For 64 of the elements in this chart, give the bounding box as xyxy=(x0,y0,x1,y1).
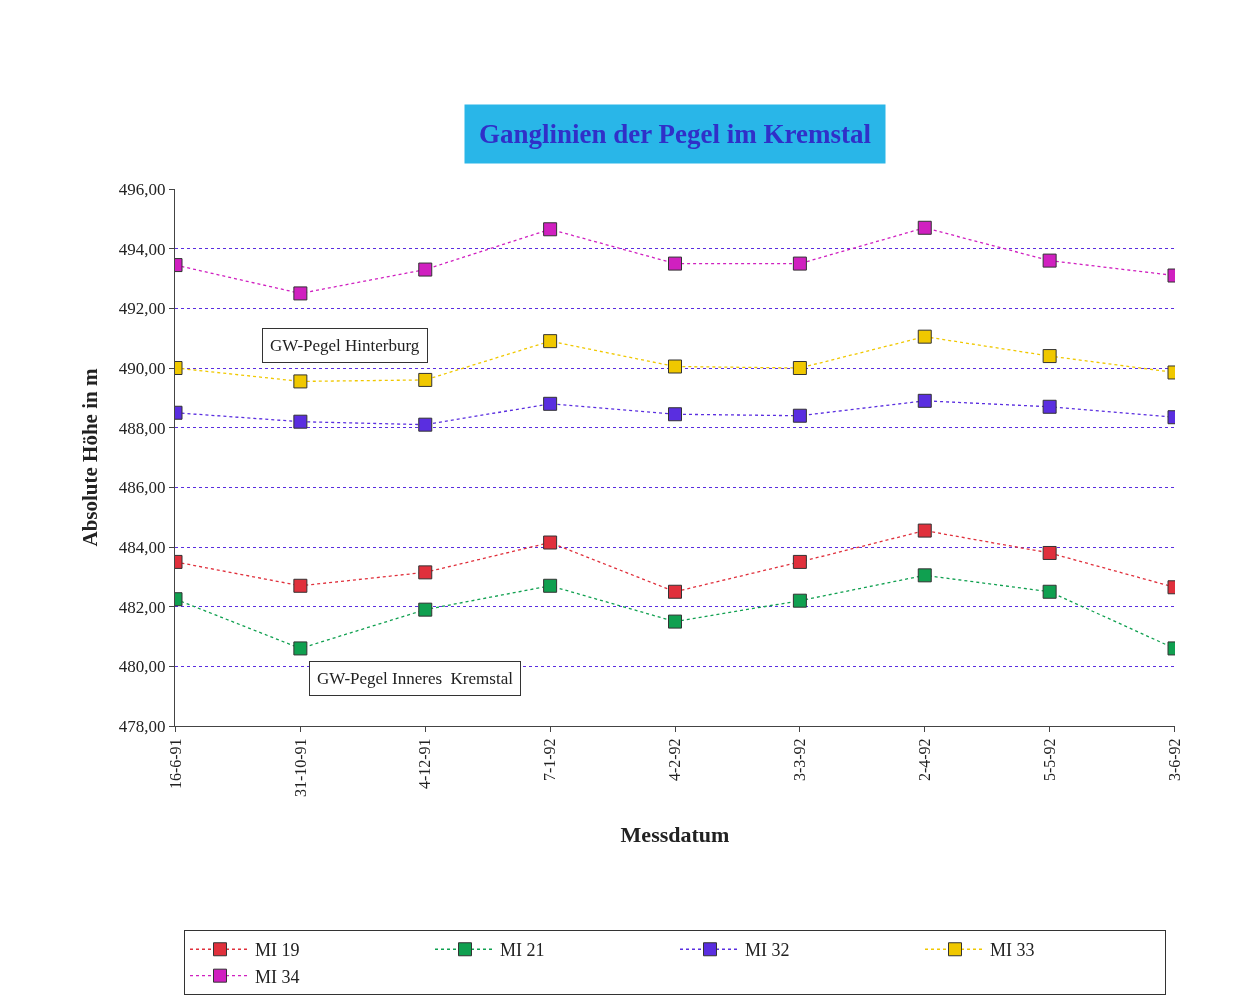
point xyxy=(293,286,308,301)
x-tick-label: 31-10-91 xyxy=(291,738,309,798)
point xyxy=(1042,399,1057,414)
point xyxy=(668,256,682,271)
y-tick-label: 488,00 xyxy=(118,418,166,438)
point xyxy=(917,393,932,408)
annotation: GW-Pegel Hinterburg xyxy=(270,336,420,355)
point xyxy=(792,256,807,271)
point xyxy=(418,602,433,617)
point xyxy=(917,329,932,344)
legend-label: MI 32 xyxy=(745,940,790,961)
legend-label: MI 33 xyxy=(990,940,1035,961)
x-tick-label: 4-2-92 xyxy=(666,738,684,782)
point xyxy=(917,220,932,235)
y-tick-label: 482,00 xyxy=(118,597,166,617)
point xyxy=(418,262,433,277)
point xyxy=(418,372,433,387)
point xyxy=(293,641,308,656)
point xyxy=(418,417,433,432)
point xyxy=(543,222,558,237)
point xyxy=(1042,349,1057,364)
y-tick-label: 486,00 xyxy=(118,478,166,498)
point xyxy=(543,535,558,550)
point xyxy=(543,578,558,593)
point xyxy=(668,407,682,422)
x-tick-label: 4-12-91 xyxy=(416,738,434,790)
y-tick-label: 496,00 xyxy=(118,179,166,199)
x-axis-title: Messdatum xyxy=(620,821,730,847)
y-tick-label: 492,00 xyxy=(118,299,166,319)
point xyxy=(543,396,558,411)
y-tick-label: 478,00 xyxy=(118,716,166,736)
point xyxy=(293,374,308,389)
y-tick-label: 494,00 xyxy=(118,239,166,259)
point xyxy=(917,523,932,538)
annotation: GW-Pegel Inneres Kremstal xyxy=(317,669,514,688)
point xyxy=(293,414,308,429)
x-tick-label: 5-5-92 xyxy=(1040,738,1058,782)
point xyxy=(293,578,308,593)
legend-label: MI 34 xyxy=(255,966,300,987)
x-tick-label: 2-4-92 xyxy=(915,738,933,782)
x-tick-label: 16-6-91 xyxy=(166,738,184,790)
point xyxy=(1042,253,1057,268)
chart-title: Ganglinien der Pegel im Kremstal xyxy=(479,119,872,149)
y-axis-title: Absolute Höhe in m xyxy=(78,368,102,547)
point xyxy=(668,614,682,629)
legend-label: MI 19 xyxy=(255,940,300,961)
point xyxy=(792,408,807,423)
point xyxy=(1042,545,1057,560)
point xyxy=(792,593,807,608)
point xyxy=(543,334,558,349)
y-tick-label: 480,00 xyxy=(118,657,166,677)
point xyxy=(418,565,433,580)
point xyxy=(917,568,932,583)
point xyxy=(668,359,682,374)
y-tick-label: 490,00 xyxy=(118,358,166,378)
x-tick-label: 7-1-92 xyxy=(541,738,559,782)
point xyxy=(1042,584,1057,599)
point xyxy=(792,361,807,375)
legend-label: MI 21 xyxy=(500,940,545,961)
y-tick-label: 484,00 xyxy=(118,537,166,557)
point xyxy=(792,554,807,569)
x-tick-label: 3-6-92 xyxy=(1165,738,1183,782)
point xyxy=(668,584,682,599)
x-tick-label: 3-3-92 xyxy=(791,738,809,782)
